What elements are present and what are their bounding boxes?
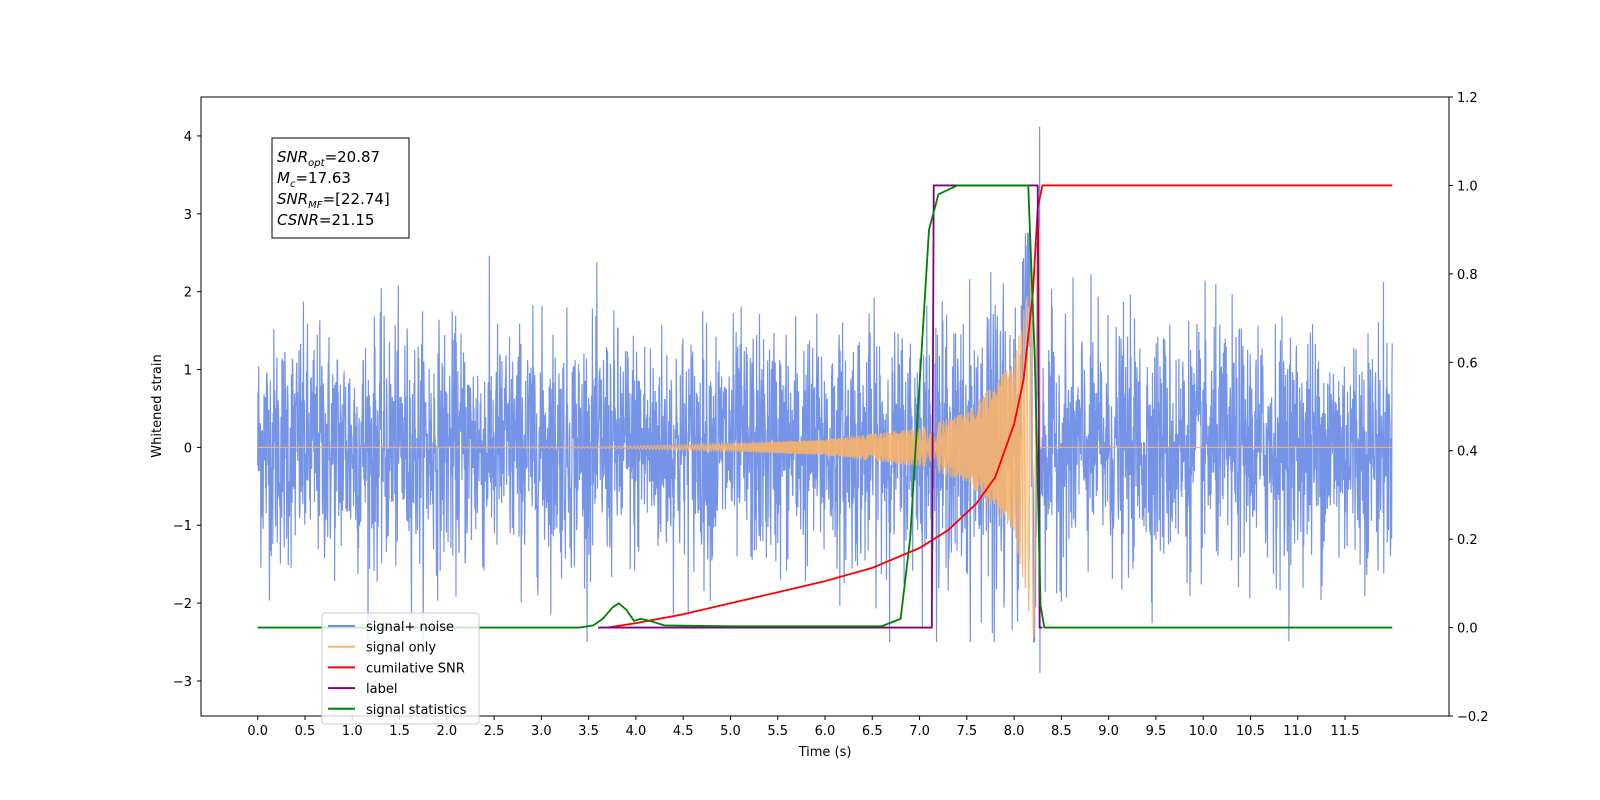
legend: signal+ noise signal only cumilative SNR la…	[321, 612, 480, 725]
info-annotation-box: SNRopt=20.87Mc=17.63SNRMF=[22.74]CSNR=21…	[271, 137, 410, 239]
y-left-tick-label: 0	[184, 441, 192, 456]
x-tick-label: 5.0	[720, 724, 741, 739]
x-tick-label: 9.5	[1146, 724, 1167, 739]
x-tick-label: 10.0	[1189, 724, 1218, 739]
info-line: SNRopt=20.87	[277, 148, 380, 169]
x-tick-label: 3.5	[578, 724, 599, 739]
x-tick-label: 5.5	[767, 724, 788, 739]
x-tick-label: 1.0	[342, 724, 363, 739]
ticks-layer: 0.0 0.5 1.0 1.5 2.0 2.5 3.0 3.5 4.0 4.5 5.0 5.5 6.0 6…	[173, 91, 1489, 739]
y-left-tick-label: 2	[184, 286, 192, 301]
x-tick-label: 6.5	[862, 724, 883, 739]
series-cumulative-snr-line	[607, 184, 1393, 629]
x-tick-label: 7.0	[909, 724, 930, 739]
y-left-tick-label: 4	[184, 130, 192, 145]
y-right-tick-label: −0.2	[1457, 710, 1489, 725]
x-tick-label: 7.5	[956, 724, 977, 739]
x-tick-label: 0.5	[295, 724, 316, 739]
legend-frame	[321, 612, 480, 725]
series-layer	[257, 126, 1393, 674]
x-tick-label: 0.0	[247, 724, 268, 739]
y-right-tick-label: 1.0	[1457, 179, 1478, 194]
legend-entry-label: signal+ noise	[366, 620, 454, 635]
x-tick-label: 2.0	[436, 724, 457, 739]
y-right-tick-label: 0.2	[1457, 533, 1478, 548]
x-tick-label: 11.5	[1331, 724, 1360, 739]
info-line: SNRMF=[22.74]	[277, 190, 390, 211]
legend-entry-label: label	[366, 682, 397, 697]
x-tick-label: 8.0	[1004, 724, 1025, 739]
legend-entry-label: cumilative SNR	[366, 661, 465, 676]
x-tick-label: 10.5	[1236, 724, 1265, 739]
series-signal-noise-line	[257, 126, 1393, 674]
y-axis-label: Whitened strain	[150, 354, 165, 457]
x-tick-label: 11.0	[1283, 724, 1312, 739]
y-right-tick-label: 0.6	[1457, 356, 1478, 371]
y-right-tick-label: 0.8	[1457, 268, 1478, 283]
info-line: CSNR=21.15	[277, 211, 374, 229]
legend-entry-label: signal statistics	[366, 703, 467, 718]
x-tick-label: 1.5	[389, 724, 410, 739]
x-tick-label: 6.0	[815, 724, 836, 739]
x-tick-label: 4.5	[673, 724, 694, 739]
x-tick-label: 8.5	[1051, 724, 1072, 739]
y-left-tick-label: 1	[184, 364, 192, 379]
x-tick-label: 9.0	[1098, 724, 1119, 739]
y-left-tick-label: −2	[173, 597, 192, 612]
y-left-tick-label: 3	[184, 208, 192, 223]
y-right-tick-label: 0.0	[1457, 622, 1478, 637]
series-signal-statistics-line	[257, 184, 1393, 629]
y-left-tick-label: −1	[173, 519, 192, 534]
info-box-frame	[271, 137, 410, 239]
x-tick-label: 3.0	[531, 724, 552, 739]
series-signal-only-line	[257, 226, 1393, 638]
y-left-tick-label: −3	[173, 675, 192, 690]
y-right-tick-label: 0.4	[1457, 445, 1478, 460]
x-tick-label: 2.5	[484, 724, 505, 739]
y-right-tick-label: 1.2	[1457, 91, 1478, 106]
legend-entry-label: signal only	[366, 641, 436, 656]
x-tick-label: 4.0	[626, 724, 647, 739]
x-axis-label: Time (s)	[798, 745, 852, 760]
info-line: Mc=17.63	[277, 169, 351, 190]
